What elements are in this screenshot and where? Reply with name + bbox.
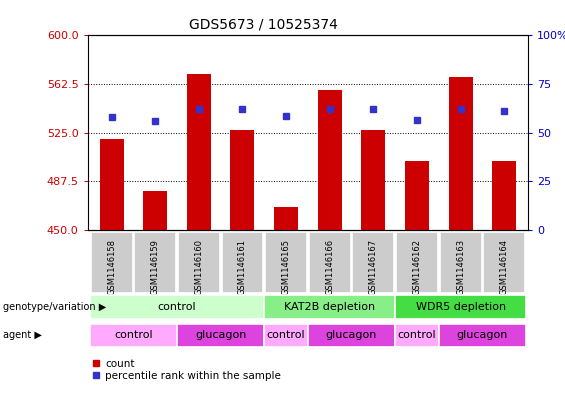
Bar	[440, 232, 481, 293]
Legend: count, percentile rank within the sample: count, percentile rank within the sample	[93, 359, 281, 381]
Bar	[177, 323, 264, 347]
Text: GSM1146167: GSM1146167	[369, 239, 378, 295]
Bar	[396, 232, 438, 293]
Bar	[274, 207, 298, 230]
Text: GSM1146163: GSM1146163	[456, 239, 465, 295]
Text: GSM1146160: GSM1146160	[194, 239, 203, 295]
Bar	[362, 130, 385, 230]
Bar	[449, 77, 473, 230]
Text: genotype/variation ▶: genotype/variation ▶	[3, 302, 106, 312]
Bar	[231, 130, 254, 230]
Text: control: control	[158, 302, 196, 312]
Text: control: control	[114, 331, 153, 340]
Bar	[134, 232, 176, 293]
Text: GSM1146165: GSM1146165	[281, 239, 290, 295]
Bar	[308, 323, 395, 347]
Bar	[90, 323, 177, 347]
Bar	[264, 295, 395, 319]
Title: GDS5673 / 10525374: GDS5673 / 10525374	[189, 17, 338, 31]
Text: glucagon: glucagon	[457, 331, 508, 340]
Text: GSM1146161: GSM1146161	[238, 239, 247, 295]
Text: GSM1146162: GSM1146162	[412, 239, 421, 295]
Bar	[99, 139, 124, 230]
Bar	[90, 232, 133, 293]
Bar	[318, 90, 342, 230]
Text: glucagon: glucagon	[326, 331, 377, 340]
Bar	[492, 161, 516, 230]
Bar	[353, 232, 394, 293]
Bar	[90, 295, 264, 319]
Bar	[143, 191, 167, 230]
Text: agent ▶: agent ▶	[3, 331, 42, 340]
Bar	[405, 161, 429, 230]
Text: WDR5 depletion: WDR5 depletion	[416, 302, 506, 312]
Text: GSM1146166: GSM1146166	[325, 239, 334, 295]
Bar	[264, 323, 308, 347]
Bar	[309, 232, 351, 293]
Bar	[395, 295, 526, 319]
Bar	[439, 323, 526, 347]
Bar	[178, 232, 220, 293]
Bar	[221, 232, 263, 293]
Text: glucagon: glucagon	[195, 331, 246, 340]
Bar	[395, 323, 439, 347]
Text: KAT2B depletion: KAT2B depletion	[284, 302, 375, 312]
Text: control: control	[398, 331, 436, 340]
Text: control: control	[267, 331, 306, 340]
Bar	[187, 74, 211, 230]
Text: GSM1146159: GSM1146159	[151, 239, 160, 295]
Bar	[265, 232, 307, 293]
Text: GSM1146164: GSM1146164	[500, 239, 508, 295]
Bar	[483, 232, 525, 293]
Text: GSM1146158: GSM1146158	[107, 239, 116, 295]
